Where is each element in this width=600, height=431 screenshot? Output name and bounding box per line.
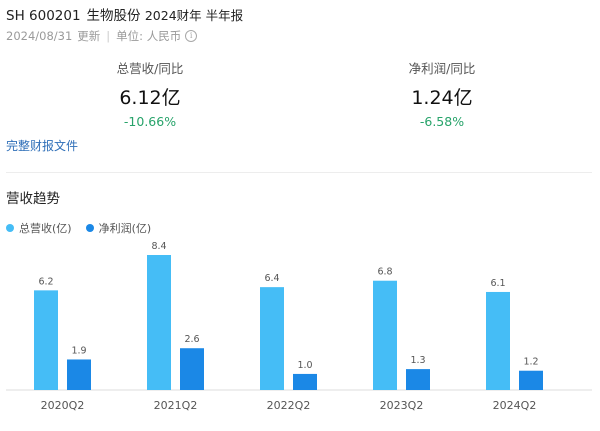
revenue-trend-title: 营收趋势 [6,191,60,207]
legend-item-profit[interactable]: 净利润(亿) [85,220,152,236]
data-label-revenue-2023Q2: 6.8 [377,267,392,278]
report-date: 2024/08/31 [6,29,73,43]
x-tick-label-2024Q2: 2024Q2 [493,399,537,412]
x-tick-label-2021Q2: 2021Q2 [154,399,198,412]
kpi-revenue-value: 6.12亿 [119,87,181,109]
chart-legend: 总营收(亿) 净利润(亿) [6,220,165,236]
data-label-revenue-2021Q2: 8.4 [151,241,166,252]
bar-revenue-2024Q2[interactable] [486,291,510,390]
section-divider [6,172,592,173]
bar-profit-2024Q2[interactable] [519,370,543,390]
x-tick-label-2023Q2: 2023Q2 [380,399,424,412]
legend-label-revenue: 总营收(亿) [19,222,72,235]
full-report-link[interactable]: 完整财报文件 [6,139,79,153]
bar-profit-2021Q2[interactable] [180,348,204,390]
page-title: SH 600201 生物股份 2024财年 半年报 [6,4,243,24]
kpi-profit-value: 1.24亿 [411,87,473,109]
currency-unit: 单位: 人民币 [116,29,182,43]
info-icon[interactable]: i [185,30,198,42]
data-label-revenue-2022Q2: 6.4 [264,273,279,284]
legend-swatch-revenue [6,224,14,232]
data-label-profit-2020Q2: 1.9 [71,345,86,356]
kpi-revenue-label: 总营收/同比 [116,61,184,76]
data-label-profit-2022Q2: 1.0 [297,360,312,371]
x-tick-label-2020Q2: 2020Q2 [41,399,85,412]
legend-item-revenue[interactable]: 总营收(亿) [6,220,72,236]
kpi-net-profit: 净利润/同比 1.24亿 -6.58% [322,58,562,129]
data-label-profit-2024Q2: 1.2 [523,357,538,368]
bar-revenue-2022Q2[interactable] [260,287,284,390]
bar-profit-2022Q2[interactable] [293,373,317,390]
legend-swatch-profit [85,224,94,232]
kpi-revenue: 总营收/同比 6.12亿 -10.66% [30,58,270,129]
bar-revenue-2020Q2[interactable] [34,290,58,390]
ticker-symbol: SH 600201 [6,8,81,24]
data-label-profit-2023Q2: 1.3 [410,355,425,366]
bar-revenue-2021Q2[interactable] [147,255,171,390]
data-label-revenue-2020Q2: 6.2 [38,276,53,287]
updated-label: 更新 [77,29,101,43]
legend-label-profit: 净利润(亿) [98,222,152,235]
data-label-revenue-2024Q2: 6.1 [490,278,505,289]
bar-profit-2020Q2[interactable] [67,359,91,390]
report-period: 2024财年 半年报 [144,8,244,23]
kpi-profit-label: 净利润/同比 [408,61,476,76]
data-label-profit-2021Q2: 2.6 [184,334,199,345]
bar-profit-2023Q2[interactable] [406,369,430,390]
kpi-profit-change: -6.58% [419,114,465,129]
x-tick-label-2022Q2: 2022Q2 [267,399,311,412]
report-meta: 2024/08/31 更新 | 单位: 人民币 i [6,28,198,44]
kpi-revenue-change: -10.66% [123,114,177,129]
meta-divider: | [106,29,111,43]
company-name: 生物股份 [86,8,141,24]
bar-revenue-2023Q2[interactable] [373,280,397,390]
